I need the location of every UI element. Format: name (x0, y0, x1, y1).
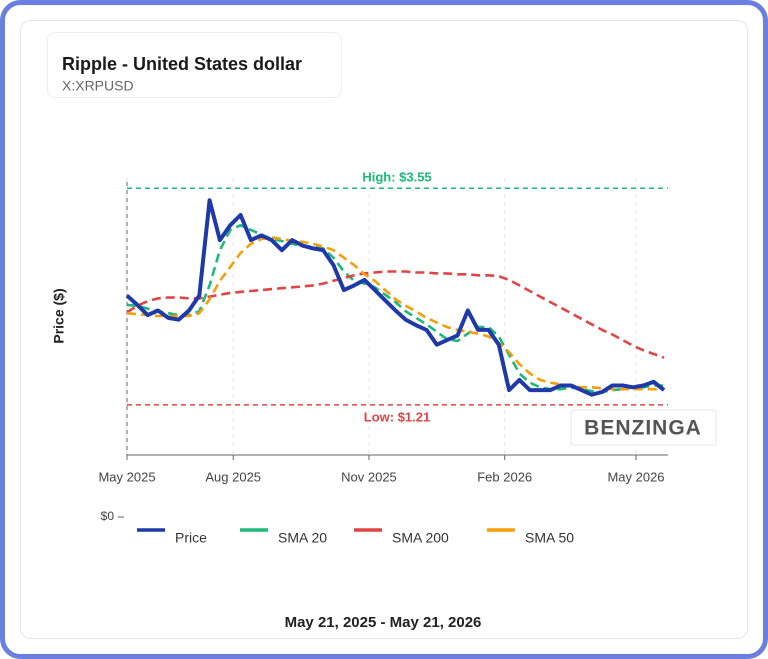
card (20, 20, 748, 639)
y-axis-label: Price ($) (51, 288, 67, 343)
series-line (126, 236, 664, 391)
watermark: BENZINGA (584, 417, 702, 440)
chart-title: Ripple - United States dollar (62, 54, 302, 74)
series-line (125, 198, 666, 397)
legend-item: Price (137, 528, 207, 546)
legend-label: SMA 200 (392, 530, 449, 546)
x-tick-label: May 2025 (98, 469, 155, 484)
x-tick-label: Aug 2025 (205, 469, 261, 484)
legend-item: SMA 20 (240, 528, 327, 546)
chart-subtitle: X:XRPUSD (62, 78, 134, 94)
title-box (47, 32, 342, 98)
watermark-box (570, 409, 717, 446)
annotation-label: Low: $1.21 (364, 409, 430, 424)
series-line (126, 270, 665, 359)
legend-label: SMA 20 (278, 530, 327, 546)
y-tick-label: $0 (101, 509, 115, 523)
legend-item: SMA 50 (487, 528, 574, 546)
annotation-label: High: $3.55 (362, 170, 431, 185)
legend-label: SMA 50 (525, 530, 574, 546)
x-tick-label: Feb 2026 (477, 469, 532, 484)
legend-label: Price (175, 530, 207, 546)
x-tick-label: May 2026 (607, 469, 664, 484)
legend-item: SMA 200 (354, 528, 449, 546)
plot-area: May 2025 Aug 2025 Nov 2025 Feb 2026 May 2026… (98, 170, 668, 523)
date-range: May 21, 2025 - May 21, 2026 (285, 614, 482, 631)
x-tick-label: Nov 2025 (341, 469, 397, 484)
